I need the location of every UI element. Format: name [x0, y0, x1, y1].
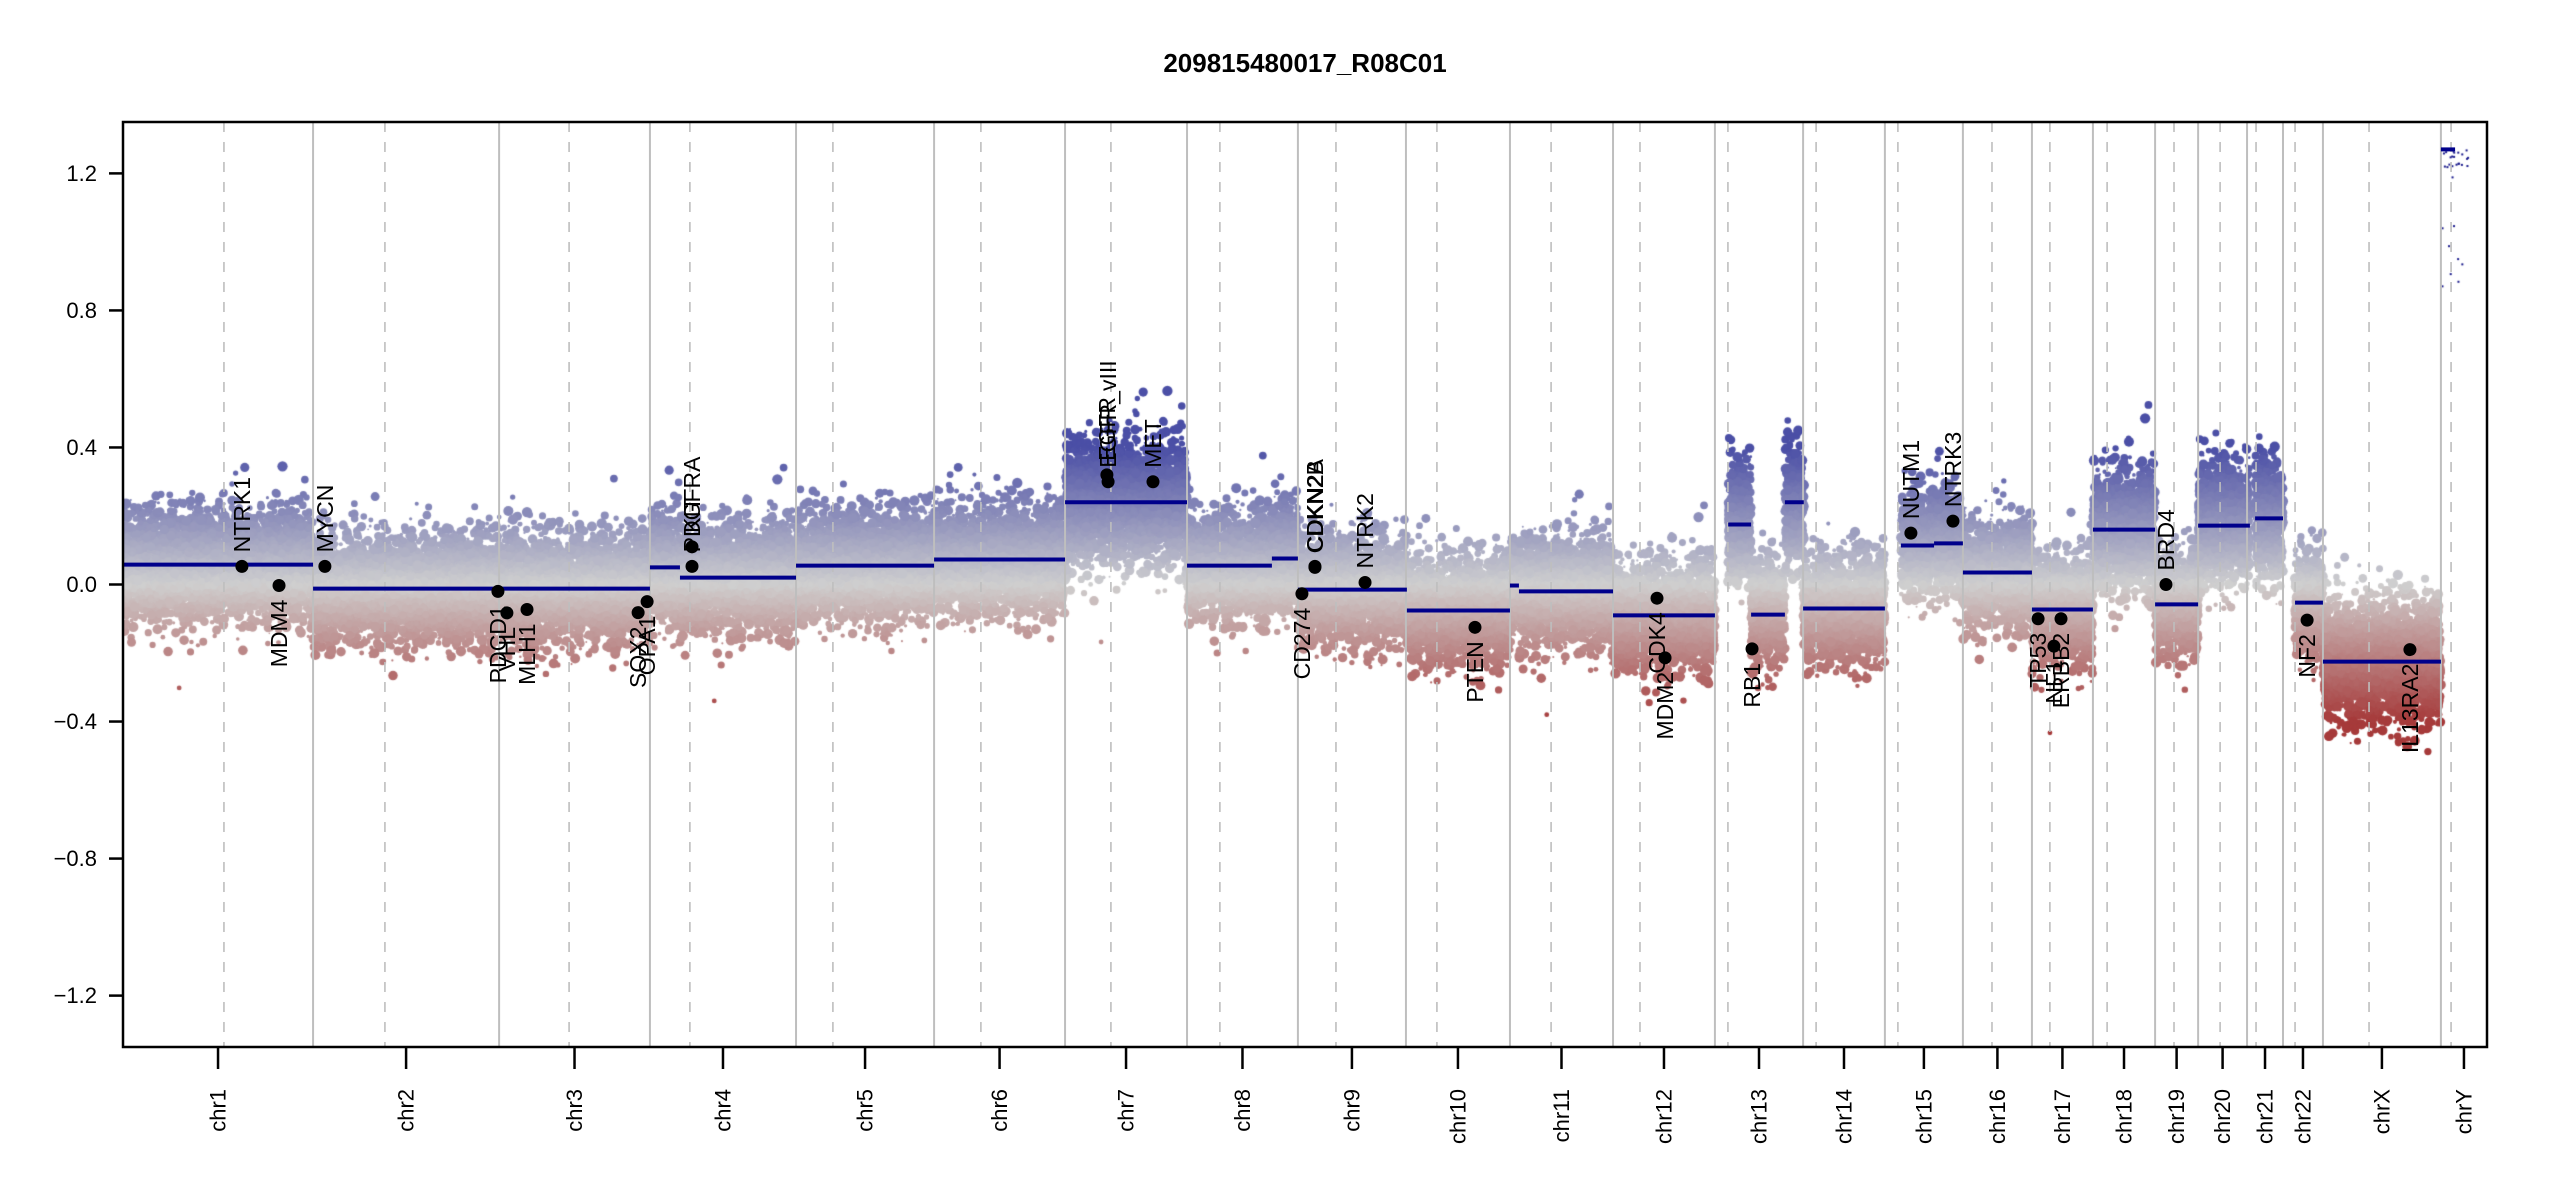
- x-tick-label: chr22: [2290, 1089, 2315, 1144]
- gene-marker: [520, 603, 534, 617]
- x-tick-label: chr14: [1831, 1089, 1856, 1144]
- x-tick-label: chr21: [2253, 1089, 2278, 1144]
- x-tick-label: chr10: [1445, 1089, 1470, 1144]
- gene-marker: [1468, 620, 1482, 634]
- gene-marker: [631, 606, 645, 620]
- gene-marker: [2047, 639, 2061, 653]
- x-tick-label: chrY: [2451, 1089, 2476, 1135]
- gene-marker: [2159, 578, 2173, 591]
- segment-lines: [123, 147, 2456, 664]
- y-axis: −1.2 −0.8 −0.4 0.0 0.4 0.8 1.2: [54, 161, 123, 1008]
- y-tick-label: −1.2: [54, 983, 97, 1008]
- y-tick-label: 0.0: [66, 572, 97, 597]
- gene-label: IL13RA2: [2397, 664, 2423, 754]
- gene-marker: [491, 584, 505, 598]
- gene-label: ERBB2: [2048, 633, 2074, 708]
- gene-marker: [272, 579, 286, 593]
- y-tick-label: −0.8: [54, 846, 97, 871]
- axes: [121, 120, 2489, 1049]
- x-tick-label: chr12: [1651, 1089, 1676, 1144]
- x-tick-label: chr1: [206, 1089, 231, 1132]
- gene-label: MDM4: [266, 599, 292, 667]
- gene-label: NF1: [2041, 660, 2067, 703]
- gene-marker: [1146, 475, 1160, 489]
- x-tick-label: chr20: [2210, 1089, 2235, 1144]
- x-tick-label: chr5: [853, 1089, 878, 1132]
- gene-label: MLH1: [514, 624, 540, 685]
- y-tick-label: 0.4: [66, 435, 97, 460]
- gene-label: NTRK1: [229, 477, 255, 552]
- gene-marker: [235, 559, 249, 573]
- gene-marker: [2403, 643, 2417, 657]
- gene-label: EGFR_vIII: [1095, 360, 1121, 467]
- gene-marker: [1650, 591, 1664, 605]
- chart-title: 209815480017_R08C01: [1163, 48, 1446, 78]
- x-axis: chr1 chr2 chr3 chr4 chr5 chr6 chr7 chr8 chr9 chr1…: [206, 1047, 2476, 1144]
- gene-marker: [318, 559, 332, 573]
- x-tick-label: chr3: [562, 1089, 587, 1132]
- x-tick-label: chr11: [1549, 1089, 1574, 1142]
- gene-label: EGFR: [1094, 397, 1120, 461]
- gene-label: TP53: [2025, 633, 2051, 688]
- gene-marker: [640, 595, 654, 609]
- y-tick-label: 0.8: [66, 298, 97, 323]
- gene-label: NF2: [2294, 634, 2320, 677]
- gene-label: VHL: [494, 627, 520, 672]
- x-tick-label: chr13: [1747, 1089, 1772, 1144]
- gene-label: NTRK3: [1940, 432, 1966, 507]
- chromosome-dividers: [223, 122, 2452, 1047]
- gene-label: OPA1: [634, 616, 660, 676]
- gene-marker: [685, 540, 699, 554]
- gene-label: CDKN2B: [1302, 460, 1328, 553]
- gene-label: BRD4: [2153, 509, 2179, 571]
- gene-marker: [2031, 612, 2045, 626]
- x-tick-label: chr2: [394, 1089, 419, 1132]
- y-tick-label: 1.2: [66, 161, 97, 186]
- gene-label: MET: [1140, 419, 1166, 468]
- gene-marker: [1745, 642, 1759, 656]
- gene-label: NTRK2: [1352, 493, 1378, 568]
- x-tick-label: chr19: [2164, 1089, 2189, 1144]
- gene-label: CD274: [1289, 608, 1315, 680]
- gene-label: MYCN: [312, 485, 338, 553]
- gene-label: RB1: [1739, 663, 1765, 708]
- x-tick-label: chr16: [1985, 1089, 2010, 1144]
- gene-label: CDKN2A: [1302, 458, 1328, 552]
- gene-label: PDGFRA: [679, 456, 705, 553]
- gene-marker: [685, 559, 699, 573]
- x-tick-label: chrX: [2369, 1089, 2394, 1135]
- y-tick-label: −0.4: [54, 709, 97, 734]
- gene-marker: [2054, 612, 2068, 626]
- gene-label: NUTM1: [1898, 440, 1924, 519]
- gene-marker: [1946, 514, 1960, 528]
- x-tick-label: chr15: [1911, 1089, 1936, 1144]
- plot-frame: [121, 120, 2489, 1049]
- gene-label: SOX2: [625, 627, 651, 688]
- gene-label: PTEN: [1462, 641, 1488, 702]
- x-tick-label: chr7: [1114, 1089, 1139, 1132]
- x-tick-label: chr6: [987, 1089, 1012, 1132]
- x-tick-label: chr4: [710, 1089, 735, 1132]
- x-tick-label: chr8: [1230, 1089, 1255, 1132]
- gene-label: CDK4: [1644, 612, 1670, 674]
- gene-marker: [1658, 651, 1672, 665]
- gene-marker: [1904, 526, 1918, 540]
- x-tick-label: chr17: [2050, 1089, 2075, 1144]
- x-tick-label: chr9: [1339, 1089, 1364, 1132]
- gene-label: KIT: [679, 497, 705, 533]
- gene-marker: [1101, 475, 1115, 489]
- gene-marker: [2300, 613, 2314, 627]
- gene-marker: [500, 606, 514, 620]
- gene-marker: [1295, 587, 1309, 601]
- gene-label: MDM2: [1652, 672, 1678, 740]
- gene-marker: [1358, 575, 1372, 589]
- x-tick-label: chr18: [2112, 1089, 2137, 1144]
- gene-marker: [1308, 560, 1322, 574]
